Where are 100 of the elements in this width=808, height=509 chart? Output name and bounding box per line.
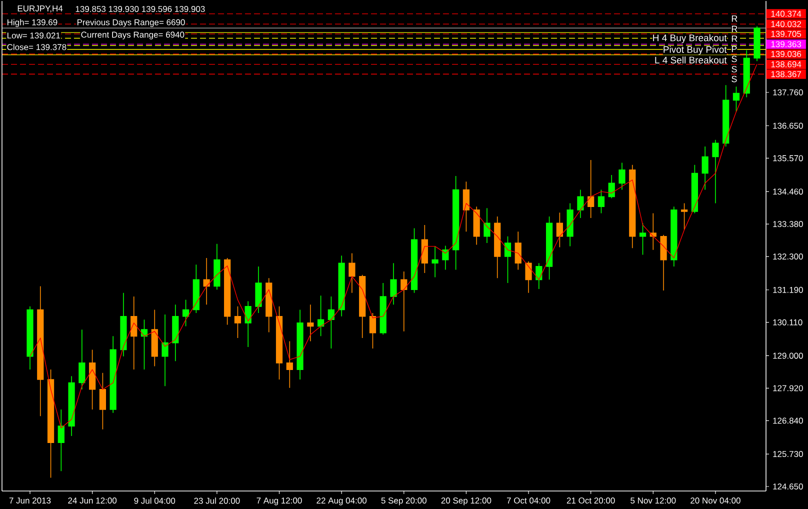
candlestick (172, 304, 179, 362)
ref-line-label: 139.705 (771, 30, 802, 37)
y-tick-label: 125.730 (773, 451, 803, 458)
candlestick (484, 208, 490, 244)
annotation: S (732, 76, 737, 82)
annotation: Low= 139.021 (7, 32, 60, 38)
y-tick-label: 127.920 (773, 385, 803, 392)
x-tick-label: 23 Jul 20:00 (194, 498, 240, 504)
candlestick (514, 231, 522, 270)
ref-line-label: 139.363 (771, 41, 802, 48)
annotation: Pivot Buy Pivot (664, 46, 727, 55)
candlestick (432, 246, 438, 278)
x-tick-label: 7 Oct 04:00 (506, 498, 550, 504)
x-tick-label: 24 Jun 12:00 (68, 498, 117, 504)
candlestick (214, 243, 220, 290)
candlestick (702, 146, 708, 190)
candlestick (120, 292, 127, 357)
x-tick-label: 20 Sep 12:00 (441, 498, 492, 506)
candlestick (338, 255, 345, 317)
candlestick (546, 216, 553, 280)
candlestick (348, 252, 356, 294)
candlestick (68, 376, 75, 436)
candlestick (255, 266, 262, 314)
candlestick (400, 271, 408, 332)
candlestick (244, 300, 252, 348)
candlestick (577, 189, 584, 218)
candlestick (151, 309, 158, 367)
x-tick-label: 21 Oct 20:00 (566, 498, 615, 504)
candlestick (670, 206, 678, 267)
candlestick (78, 329, 86, 390)
candlestick (660, 234, 667, 291)
annotation: R (732, 16, 738, 22)
x-tick-label: 5 Nov 12:00 (630, 498, 676, 504)
candlestick (26, 306, 34, 370)
x-tick-label: 5 Sep 20:00 (381, 498, 426, 506)
x-tick-label: 22 Aug 04:00 (316, 498, 367, 506)
ref-line-label: 138.367 (771, 71, 801, 78)
candlestick (99, 372, 106, 430)
ref-line-label: 139.036 (771, 51, 802, 58)
candlestick (462, 181, 470, 232)
y-tick-label: 126.840 (773, 418, 803, 424)
candlestick (369, 312, 376, 349)
y-tick-label: 130.110 (773, 319, 802, 326)
x-tick-label: 20 Nov 04:00 (690, 498, 740, 504)
candlestick (421, 224, 428, 274)
candlestick (743, 50, 750, 98)
y-tick-label: 133.380 (773, 221, 803, 228)
y-tick-label: 137.760 (773, 89, 803, 96)
candlestick (37, 286, 44, 417)
candlestick (504, 236, 512, 284)
candlestick (390, 262, 397, 306)
candlestick (192, 264, 200, 314)
y-tick-label: 135.570 (773, 155, 803, 162)
candlestick (681, 202, 688, 230)
candlestick (556, 212, 563, 248)
y-tick-label: 129.000 (773, 352, 803, 359)
candlestick (452, 176, 460, 270)
candlestick (203, 258, 210, 306)
ref-line-label: 138.694 (771, 61, 802, 68)
candlestick (307, 304, 314, 342)
y-tick-label: 131.190 (773, 286, 803, 293)
candlestick (224, 258, 231, 326)
annotation: Close= 139.378 (7, 44, 66, 50)
ref-line-label: 140.374 (771, 10, 802, 17)
candlestick (722, 84, 730, 147)
candlestick (410, 228, 418, 294)
candlestick (328, 296, 334, 349)
chart-title: EURJPY,H4 (18, 6, 63, 12)
annotation: H 4 Buy Breakout (653, 34, 727, 44)
annotation: P (732, 46, 737, 52)
candlestick (58, 409, 64, 472)
candlestick (162, 314, 168, 386)
candlestick (359, 274, 366, 338)
annotation: Current Days Range= 6940 (81, 32, 184, 40)
candlestick (598, 189, 605, 214)
chart-subtitle: 139.853 139.930 139.596 139.903 (76, 6, 205, 12)
annotation: R (732, 36, 738, 42)
y-tick-label: 124.650 (773, 483, 803, 490)
annotation: S (732, 56, 737, 62)
candlestick (639, 222, 646, 256)
candlestick (442, 245, 449, 270)
annotation: R (732, 26, 738, 32)
candlestick (47, 369, 54, 478)
candlestick (732, 86, 740, 112)
candlestick (712, 139, 719, 204)
annotation: S (732, 66, 737, 72)
candlestick (473, 206, 480, 246)
candlestick (618, 162, 626, 190)
candlestick (130, 296, 138, 370)
x-tick-label: 9 Jul 04:00 (134, 498, 176, 504)
x-tick-label: 7 Aug 12:00 (256, 498, 302, 506)
x-tick-label: 7 Jun 2013 (9, 498, 51, 504)
candlestick (566, 202, 574, 247)
candlestick (276, 306, 283, 380)
candlestick (296, 309, 304, 380)
candlestick (286, 340, 293, 388)
candlestick (608, 174, 615, 199)
candlestick (110, 336, 116, 414)
candlestick (89, 349, 96, 410)
candlestick (494, 216, 501, 279)
